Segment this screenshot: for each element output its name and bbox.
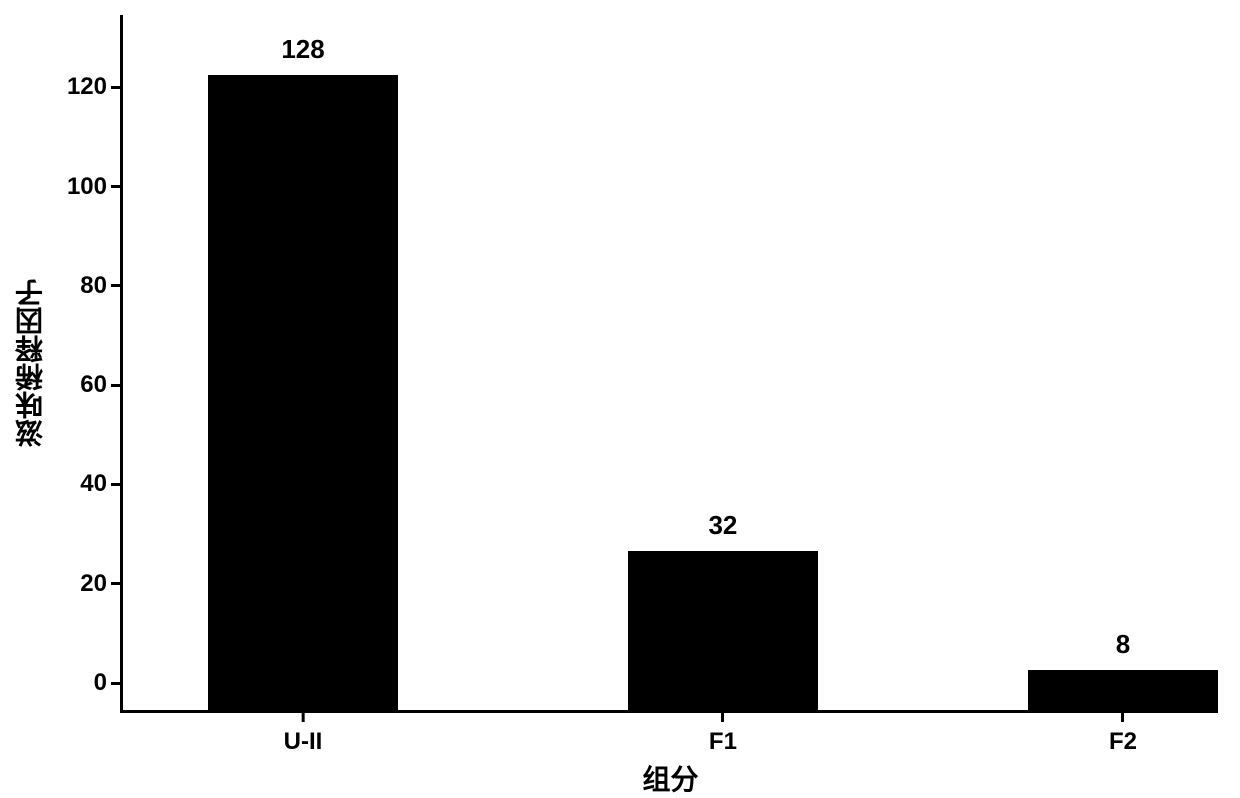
y-tick-label: 40: [80, 470, 107, 498]
bar-value-label: 128: [281, 34, 324, 65]
x-axis-label: 组分: [642, 758, 698, 798]
y-tick-label: 100: [67, 173, 107, 201]
bar-chart: 滋味稀释因子 组分 020406080100120140U-II128F132F…: [0, 0, 1240, 793]
y-tick: 60: [80, 371, 123, 399]
y-tick-label: 120: [67, 73, 107, 101]
y-tick-mark: [111, 483, 123, 486]
x-tick-mark: [1121, 710, 1124, 722]
y-tick-mark: [111, 284, 123, 287]
x-tick-mark: [721, 710, 724, 722]
y-tick: 0: [94, 669, 123, 697]
y-tick-mark: [111, 86, 123, 89]
y-tick-label: 80: [80, 272, 107, 300]
bar: [208, 75, 398, 710]
y-tick-mark: [111, 384, 123, 387]
bar: [628, 551, 818, 710]
bar: [1028, 670, 1218, 710]
bar-value-label: 8: [1116, 629, 1130, 660]
y-tick: 20: [80, 570, 123, 598]
x-tick-label: U-II: [284, 728, 323, 756]
x-tick: U-II: [284, 710, 323, 756]
y-tick: 120: [67, 73, 123, 101]
y-axis-label: 滋味稀释因子: [11, 279, 51, 447]
y-tick-label: 0: [94, 669, 107, 697]
y-tick-label: 60: [80, 371, 107, 399]
plot-area: 滋味稀释因子 组分 020406080100120140U-II128F132F…: [120, 15, 1218, 713]
x-tick-label: F2: [1109, 728, 1137, 756]
x-tick-mark: [302, 710, 305, 722]
y-tick: 80: [80, 272, 123, 300]
y-tick-mark: [111, 185, 123, 188]
x-tick: F1: [709, 710, 737, 756]
y-tick-label: 140: [67, 0, 107, 2]
y-tick: 40: [80, 470, 123, 498]
y-tick-mark: [111, 682, 123, 685]
y-tick-mark: [111, 582, 123, 585]
x-tick-label: F1: [709, 728, 737, 756]
x-tick: F2: [1109, 710, 1137, 756]
y-tick-label: 20: [80, 570, 107, 598]
y-tick: 100: [67, 173, 123, 201]
y-tick: 140: [67, 0, 123, 2]
bar-value-label: 32: [708, 510, 737, 541]
